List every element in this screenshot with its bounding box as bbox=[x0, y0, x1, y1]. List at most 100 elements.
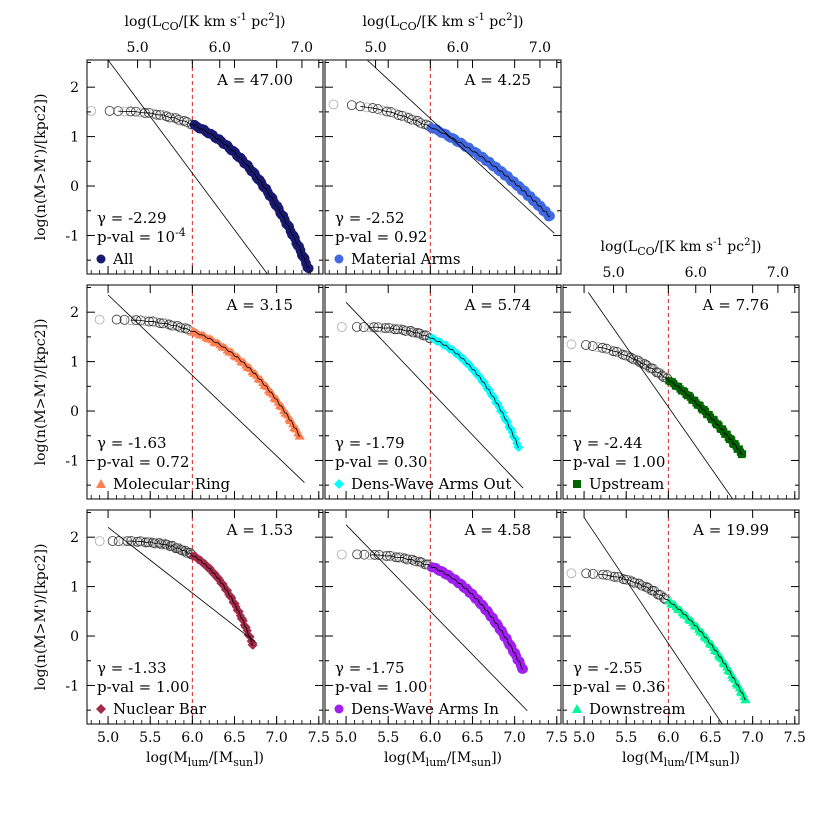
data-point bbox=[328, 99, 339, 110]
data-points bbox=[94, 314, 305, 440]
y-tick-label: 1 bbox=[70, 130, 79, 146]
data-point bbox=[403, 113, 414, 123]
data-points bbox=[328, 99, 555, 222]
plot-frame bbox=[562, 509, 800, 725]
truncated-fit-curve bbox=[369, 326, 520, 448]
data-point bbox=[588, 568, 598, 579]
data-point bbox=[636, 580, 647, 591]
data-point bbox=[180, 545, 191, 556]
top-axis-label: log(LCO/[K km s-1 pc2]) bbox=[363, 12, 524, 33]
y-tick-label: 1 bbox=[70, 355, 79, 371]
panel-nuclear-bar: 2 1 0 -1 5.0 5.5 6.0 6.5 7.0 7.5 log(Mlum/[Msun]) l… bbox=[33, 509, 330, 769]
pval-label: p-val = 0.30 bbox=[335, 453, 427, 471]
data-point bbox=[581, 340, 591, 350]
data-point bbox=[336, 549, 347, 560]
y-tick-label: 1 bbox=[70, 580, 79, 596]
legend-marker bbox=[334, 704, 344, 714]
amplitude-label: A = 7.76 bbox=[702, 296, 769, 314]
legend-marker bbox=[96, 479, 106, 488]
data-point bbox=[111, 314, 122, 325]
y-tick-label: -1 bbox=[65, 228, 79, 244]
pval-label: p-val = 1.00 bbox=[573, 453, 665, 471]
legend-label: Downstream bbox=[589, 700, 686, 718]
panel-dens-wave-arms-in: 5.0 5.5 6.0 6.5 7.0 7.5 log(Mlum/[Msun]) A = 4.… bbox=[324, 509, 568, 769]
data-point bbox=[372, 104, 383, 114]
data-points bbox=[336, 549, 528, 674]
y-tick-label: 0 bbox=[70, 179, 79, 195]
gamma-label: γ = -1.79 bbox=[335, 434, 405, 452]
data-point bbox=[94, 314, 105, 325]
truncated-fit-curve bbox=[597, 346, 743, 456]
y-axis-label: log(n(M>M')/[kpc2]) bbox=[33, 544, 49, 691]
data-point bbox=[107, 536, 118, 546]
y-tick-label: 2 bbox=[70, 530, 79, 546]
x-axis-label: log(Mlum/[Msun]) bbox=[622, 750, 740, 769]
y-tick-label: -1 bbox=[65, 678, 79, 694]
power-law-fit-line bbox=[107, 294, 305, 483]
pval-label: p-val = 1.00 bbox=[335, 678, 427, 696]
x-tick-label: 7.0 bbox=[266, 730, 288, 746]
y-axis-label: log(n(M>M')/[kpc2]) bbox=[33, 94, 49, 241]
truncated-fit-curve bbox=[369, 554, 524, 670]
top-tick-label: 7.0 bbox=[529, 40, 551, 56]
data-point bbox=[609, 571, 620, 582]
x-tick-label: 7.0 bbox=[742, 730, 764, 746]
x-tick-label: 7.5 bbox=[784, 730, 806, 746]
amplitude-label: A = 3.15 bbox=[226, 296, 293, 314]
panel-dens-wave-arms-out: A = 5.74 γ = -1.79p-val = 0.30 Dens-Wave A… bbox=[324, 284, 562, 500]
data-point bbox=[119, 314, 130, 325]
power-law-fit-line bbox=[366, 60, 555, 234]
x-tick-label: 5.5 bbox=[139, 730, 161, 746]
top-tick-label: 5.0 bbox=[602, 265, 624, 281]
data-point bbox=[597, 342, 608, 353]
plot-frame bbox=[324, 59, 562, 275]
legend-label: Molecular Ring bbox=[113, 475, 231, 493]
top-axis-label: log(LCO/[K km s-1 pc2]) bbox=[601, 237, 762, 258]
data-point bbox=[394, 552, 405, 563]
truncated-fit-curve bbox=[127, 540, 254, 646]
top-tick-label: 7.0 bbox=[291, 40, 313, 56]
data-point bbox=[416, 557, 427, 568]
data-point bbox=[104, 105, 115, 116]
legend-label: Nuclear Bar bbox=[113, 700, 207, 718]
plot-frame bbox=[324, 509, 562, 725]
gamma-label: γ = -1.75 bbox=[335, 659, 405, 677]
top-tick-label: 6.0 bbox=[209, 40, 231, 56]
gamma-label: γ = -2.55 bbox=[573, 659, 643, 677]
x-axis-label: log(Mlum/[Msun]) bbox=[146, 750, 264, 769]
data-point bbox=[352, 549, 363, 560]
data-point bbox=[94, 536, 105, 547]
data-point bbox=[581, 568, 592, 579]
power-law-fit-line bbox=[587, 292, 734, 499]
data-point bbox=[140, 537, 151, 548]
y-tick-label: 2 bbox=[70, 80, 79, 96]
data-point bbox=[403, 325, 414, 336]
data-point bbox=[87, 106, 97, 116]
data-point bbox=[566, 339, 577, 350]
data-point bbox=[627, 576, 637, 587]
data-point bbox=[406, 114, 417, 125]
data-points bbox=[87, 105, 314, 274]
truncated-fit-curve bbox=[360, 105, 551, 218]
pval-label: p-val = 0.36 bbox=[573, 678, 665, 696]
pval-label: p-val = 10-4 bbox=[97, 226, 186, 246]
top-tick-label: 7.0 bbox=[767, 265, 789, 281]
data-point bbox=[608, 346, 619, 357]
data-point bbox=[412, 116, 423, 126]
amplitude-label: A = 5.74 bbox=[464, 296, 531, 314]
x-tick-label: 7.5 bbox=[308, 730, 330, 746]
data-point bbox=[336, 322, 347, 332]
data-point bbox=[655, 368, 666, 379]
gamma-label: γ = -2.52 bbox=[335, 209, 405, 227]
x-tick-label: 5.0 bbox=[335, 730, 357, 746]
gamma-label: γ = -2.29 bbox=[97, 209, 167, 227]
x-tick-label: 6.0 bbox=[657, 730, 679, 746]
y-axis-label: log(n(M>M')/[kpc2]) bbox=[33, 319, 49, 466]
data-point bbox=[382, 106, 392, 117]
data-point bbox=[397, 110, 407, 121]
legend-label: Dens-Wave Arms In bbox=[351, 700, 499, 718]
power-law-fit-line bbox=[345, 302, 524, 489]
data-point bbox=[295, 431, 305, 440]
data-point bbox=[355, 101, 366, 112]
